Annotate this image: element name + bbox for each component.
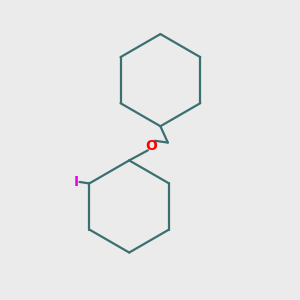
Text: O: O (146, 139, 158, 152)
Text: I: I (74, 175, 79, 189)
